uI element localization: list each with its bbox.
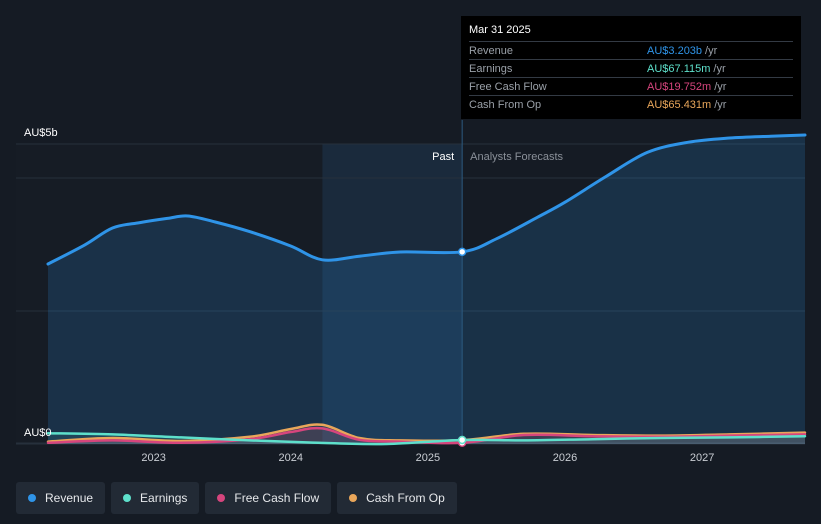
tooltip: Mar 31 2025 Revenue AU$3.203b /yr Earnin…: [461, 16, 801, 119]
tooltip-value: AU$3.203b: [647, 44, 703, 57]
earnings-dot-icon: [123, 494, 132, 502]
x-tick-label: 2023: [141, 452, 165, 464]
tooltip-unit: /yr: [713, 62, 726, 75]
legend-item-revenue[interactable]: Revenue: [16, 482, 106, 514]
revenue-marker: [457, 247, 467, 257]
legend-label: Free Cash Flow: [234, 491, 320, 505]
tooltip-value: AU$67.115m: [647, 62, 711, 75]
x-tick-label: 2024: [278, 452, 302, 464]
legend-label: Cash From Op: [366, 491, 445, 505]
y-top-label: AU$5b: [24, 127, 58, 139]
earnings-marker: [457, 435, 467, 445]
revenue-line: [46, 133, 807, 266]
legend-item-free-cash-flow[interactable]: Free Cash Flow: [205, 482, 332, 514]
legend-label: Earnings: [140, 491, 188, 505]
free-cash-flow-dot-icon: [217, 494, 226, 502]
past-label: Past: [432, 151, 454, 163]
legend-label: Revenue: [45, 491, 94, 505]
x-tick-label: 2027: [690, 452, 714, 464]
y-bottom-label: AU$0: [24, 427, 52, 439]
earnings-line: [46, 431, 807, 446]
tooltip-row-earnings: Earnings AU$67.115m /yr: [469, 59, 793, 77]
tooltip-row-revenue: Revenue AU$3.203b /yr: [469, 41, 793, 59]
legend-item-earnings[interactable]: Earnings: [111, 482, 200, 514]
tooltip-label: Revenue: [469, 44, 514, 57]
free-cash-flow-area: [48, 428, 805, 444]
tooltip-unit: /yr: [705, 44, 718, 57]
cash-from-op-dot-icon: [349, 494, 358, 502]
tooltip-date: Mar 31 2025: [469, 24, 531, 36]
x-tick-label: 2025: [416, 452, 440, 464]
tooltip-row-cash-from-op: Cash From Op AU$65.431m /yr: [469, 95, 793, 113]
tooltip-label: Earnings: [469, 62, 513, 75]
plot-background-left: [16, 144, 323, 444]
forecast-label: Analysts Forecasts: [470, 151, 563, 163]
tooltip-unit: /yr: [714, 80, 727, 93]
tooltip-value: AU$19.752m: [647, 80, 712, 93]
tooltip-unit: /yr: [714, 98, 727, 111]
legend-item-cash-from-op[interactable]: Cash From Op: [337, 482, 457, 514]
tooltip-label: Free Cash Flow: [469, 80, 547, 93]
revenue-area: [48, 135, 805, 444]
tooltip-row-free-cash-flow: Free Cash Flow AU$19.752m /yr: [469, 77, 793, 95]
revenue-dot-icon: [28, 494, 36, 502]
tooltip-value: AU$65.431m: [647, 98, 712, 111]
legend: Revenue Earnings Free Cash Flow Cash Fro…: [16, 482, 457, 514]
tooltip-label: Cash From Op: [469, 98, 542, 111]
x-tick-label: 2026: [553, 452, 577, 464]
past-shade: [322, 144, 463, 444]
